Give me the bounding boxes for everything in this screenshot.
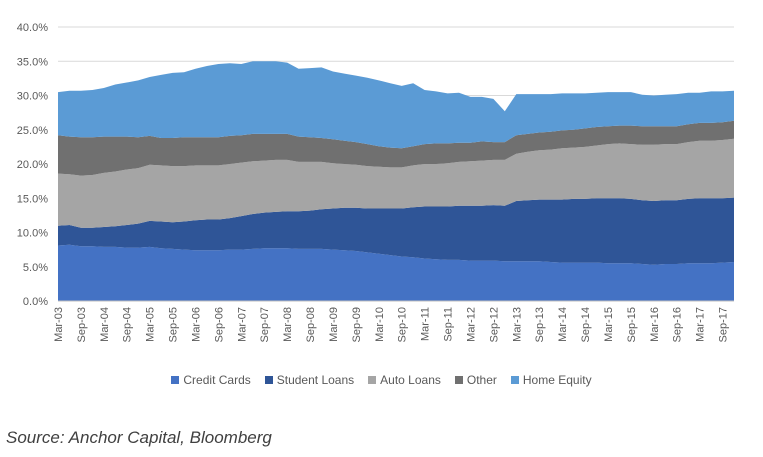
x-tick-label: Sep-14 bbox=[580, 307, 592, 342]
legend-label: Other bbox=[466, 373, 497, 387]
series-areas bbox=[58, 61, 734, 302]
y-tick-label: 5.0% bbox=[23, 262, 48, 274]
x-tick-label: Sep-13 bbox=[534, 307, 546, 342]
x-tick-label: Sep-15 bbox=[626, 307, 638, 342]
x-tick-label: Mar-03 bbox=[53, 307, 65, 342]
area-credit-cards bbox=[58, 244, 734, 301]
x-tick-label: Sep-07 bbox=[259, 307, 271, 342]
legend-swatch bbox=[368, 376, 377, 384]
x-tick-label: Sep-06 bbox=[213, 307, 225, 342]
x-tick-label: Mar-15 bbox=[603, 307, 615, 342]
legend-label: Credit Cards bbox=[183, 373, 251, 387]
legend-item: Credit Cards bbox=[171, 373, 251, 387]
legend-item: Auto Loans bbox=[368, 373, 441, 387]
y-tick-label: 40.0% bbox=[17, 22, 48, 34]
y-tick-label: 30.0% bbox=[17, 91, 48, 103]
legend-item: Home Equity bbox=[510, 373, 592, 387]
x-tick-label: Mar-13 bbox=[511, 307, 523, 342]
legend-item: Other bbox=[454, 373, 497, 387]
area-other bbox=[58, 120, 734, 176]
x-tick-label: Mar-08 bbox=[282, 307, 294, 342]
x-tick-label: Sep-17 bbox=[718, 307, 730, 342]
x-tick-label: Mar-12 bbox=[466, 307, 478, 342]
x-tick-label: Mar-14 bbox=[557, 307, 569, 342]
x-tick-label: Mar-17 bbox=[695, 307, 707, 342]
y-tick-label: 25.0% bbox=[17, 125, 48, 137]
x-tick-label: Mar-16 bbox=[649, 307, 661, 342]
x-tick-label: Sep-03 bbox=[76, 307, 88, 342]
legend-swatch bbox=[264, 376, 273, 384]
area-home-equity bbox=[58, 61, 734, 149]
source-note: Source: Anchor Capital, Bloomberg bbox=[6, 428, 272, 447]
x-tick-label: Mar-10 bbox=[374, 307, 386, 342]
x-tick-label: Sep-04 bbox=[122, 307, 134, 342]
legend-swatch bbox=[454, 376, 463, 384]
x-tick-label: Sep-11 bbox=[443, 307, 455, 342]
x-tick-label: Sep-09 bbox=[351, 307, 363, 342]
x-tick-label: Mar-04 bbox=[99, 307, 111, 342]
x-tick-label: Sep-16 bbox=[672, 307, 684, 342]
x-tick-label: Mar-09 bbox=[328, 307, 340, 342]
legend-label: Home Equity bbox=[522, 373, 592, 387]
x-tick-label: Sep-10 bbox=[397, 307, 409, 342]
y-tick-label: 20.0% bbox=[17, 159, 48, 171]
y-tick-label: 10.0% bbox=[17, 228, 48, 240]
y-tick-label: 15.0% bbox=[17, 193, 48, 205]
legend-label: Auto Loans bbox=[380, 373, 441, 387]
legend: Credit Cards Student Loans Auto Loans Other… bbox=[0, 373, 763, 387]
legend-label: Student Loans bbox=[276, 373, 355, 387]
x-tick-label: Sep-12 bbox=[488, 307, 500, 342]
x-tick-label: Sep-08 bbox=[305, 307, 317, 342]
x-axis-ticks: Mar-03 Sep-03 Mar-04 Sep-04 Mar-05 Sep-05 Mar-… bbox=[53, 307, 730, 342]
legend-swatch bbox=[171, 376, 180, 384]
area-student-loans bbox=[58, 197, 734, 265]
x-tick-label: Mar-11 bbox=[420, 307, 432, 341]
y-tick-label: 0.0% bbox=[23, 296, 48, 308]
x-tick-label: Sep-05 bbox=[168, 307, 180, 342]
area-auto-loans bbox=[58, 138, 734, 228]
legend-item: Student Loans bbox=[264, 373, 355, 387]
y-axis-ticks: 0.0% 5.0% 10.0% 15.0% 20.0% 25.0% 30.0% 35.0% 40… bbox=[17, 22, 48, 308]
x-tick-label: Mar-05 bbox=[145, 307, 157, 342]
stacked-area-chart: 0.0% 5.0% 10.0% 15.0% 20.0% 25.0% 30.0% 35.0% 40… bbox=[17, 22, 734, 342]
x-tick-label: Mar-07 bbox=[236, 307, 248, 342]
y-tick-label: 35.0% bbox=[17, 56, 48, 68]
x-tick-label: Mar-06 bbox=[191, 307, 203, 342]
legend-swatch bbox=[510, 376, 519, 384]
